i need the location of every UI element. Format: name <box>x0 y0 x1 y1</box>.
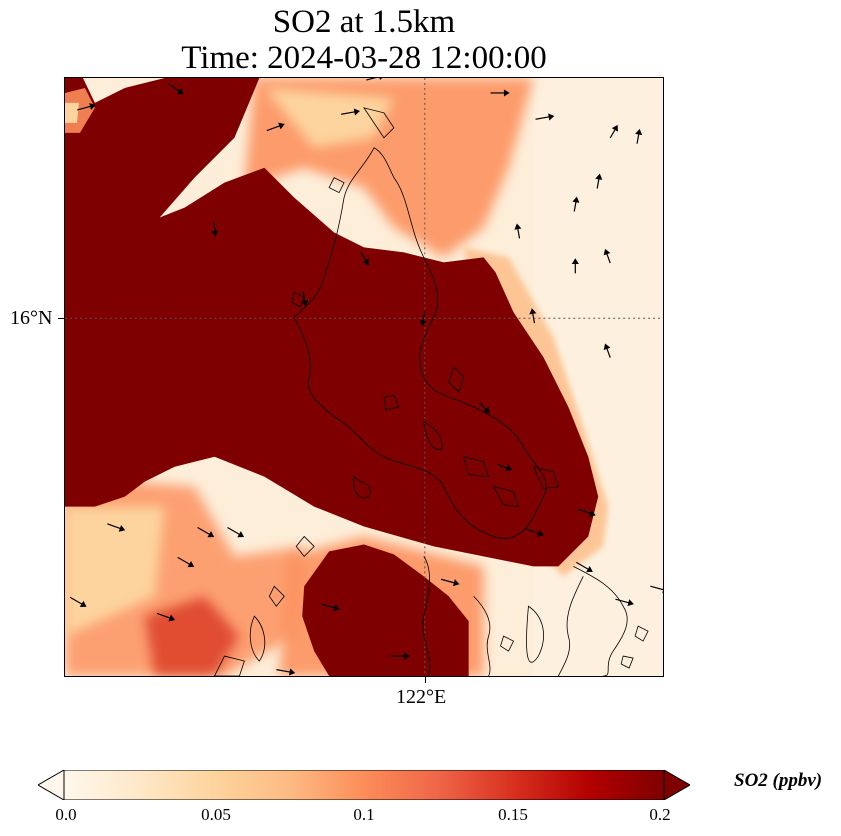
colorbar-label: SO2 (ppbv) <box>734 770 823 791</box>
colorbar-tick-4: 0.2 <box>649 805 671 824</box>
colorbar-tick-3: 0.15 <box>498 805 528 824</box>
colorbar <box>38 770 690 800</box>
colorbar-tick-1: 0.05 <box>201 805 231 824</box>
colorbar-extend-min <box>38 770 65 800</box>
coastlines <box>214 107 649 676</box>
lat-tick-mark <box>58 318 64 319</box>
so2-plume-northwest-notch-inner <box>65 102 79 123</box>
chart-title-line1: SO2 at 1.5km <box>272 4 456 40</box>
wind-vectors <box>69 78 663 676</box>
colorbar-tick-2: 0.1 <box>353 805 375 824</box>
colorbar-gradient <box>63 770 665 800</box>
colorbar-tick-0: 0.0 <box>55 805 77 824</box>
latitude-tick-label: 16°N <box>10 307 53 329</box>
so2-plume-south <box>302 544 469 676</box>
fringe-north-light <box>264 87 394 148</box>
longitude-tick-label: 122°E <box>396 686 447 708</box>
chart-title-line2: Time: 2024-03-28 12:00:00 <box>181 40 547 76</box>
so2-map <box>65 78 663 676</box>
so2-plume-main <box>65 78 599 567</box>
fringe-southwest-light <box>65 506 165 637</box>
lon-tick-mark <box>425 677 426 683</box>
colorbar-extend-max <box>663 770 690 800</box>
fringe-southwest-dark <box>144 596 240 676</box>
map-plot-area <box>64 77 664 677</box>
